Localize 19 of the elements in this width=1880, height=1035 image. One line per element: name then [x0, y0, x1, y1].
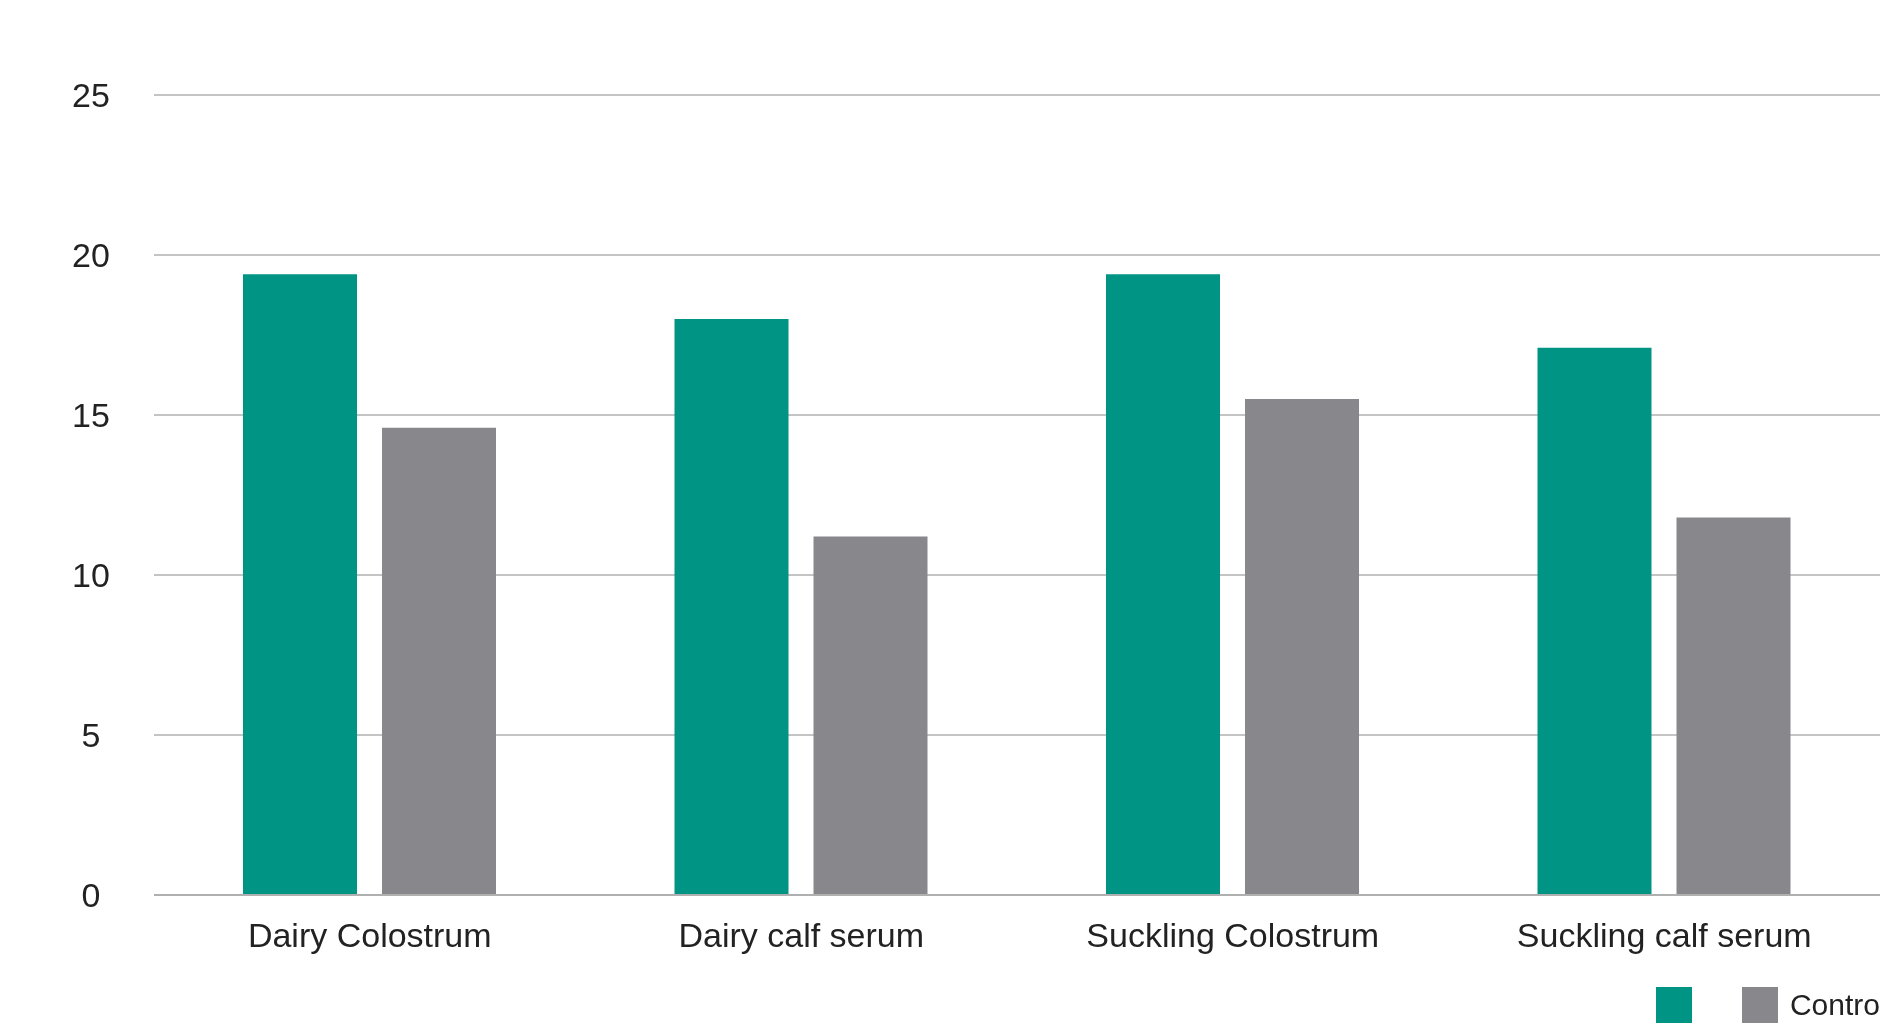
y-tick-label: 25 — [72, 76, 110, 115]
bar — [1537, 347, 1652, 895]
bar — [674, 319, 789, 895]
y-tick-label: 0 — [81, 876, 101, 915]
bar — [1106, 274, 1220, 895]
y-tick-label: 20 — [72, 236, 110, 275]
bar — [813, 536, 928, 895]
x-tick-label: Dairy calf serum — [678, 916, 925, 955]
bar — [1245, 399, 1359, 895]
x-tick-label: Suckling calf serum — [1516, 916, 1812, 955]
bar — [382, 427, 496, 895]
y-tick-label: 10 — [72, 556, 110, 595]
y-tick-label: 5 — [81, 716, 101, 755]
bar — [1676, 517, 1791, 895]
legend-label: Contro — [1789, 988, 1880, 1022]
bar — [243, 274, 357, 895]
x-tick-label: Dairy Colostrum — [247, 916, 492, 955]
x-tick-label: Suckling Colostrum — [1086, 916, 1380, 955]
y-tick-label: 15 — [72, 396, 110, 435]
